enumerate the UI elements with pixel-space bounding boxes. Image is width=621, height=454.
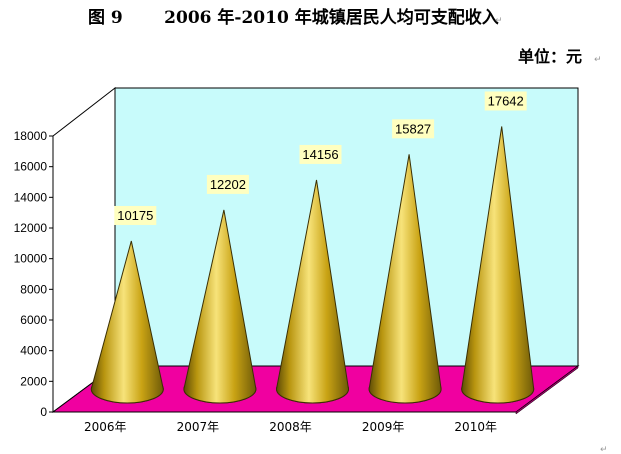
y-tick-label: 8000 bbox=[20, 282, 47, 296]
cone-body bbox=[90, 240, 164, 404]
cone-body bbox=[275, 179, 350, 404]
data-label-box bbox=[484, 91, 527, 111]
return-mark-unit: ↵ bbox=[594, 55, 602, 65]
chart-title: 图 9 2006 年-2010 年城镇居民人均可支配收入 bbox=[88, 7, 499, 28]
return-mark-bottom: ↵ bbox=[600, 445, 608, 454]
y-tick-label: 18000 bbox=[14, 129, 48, 143]
data-label: 15827 bbox=[395, 121, 431, 136]
cone-2007年: 12202 bbox=[183, 174, 257, 404]
data-label-box bbox=[206, 174, 249, 194]
cone-body bbox=[461, 126, 535, 404]
cone-2006年: 10175 bbox=[90, 205, 164, 404]
x-tick-label: 2007年 bbox=[177, 420, 220, 434]
cone-2009年: 15827 bbox=[368, 119, 442, 404]
y-tick-label: 10000 bbox=[14, 252, 48, 266]
x-tick-label: 2006年 bbox=[84, 420, 127, 434]
cone-2008年: 14156 bbox=[275, 144, 350, 404]
y-tick-label: 2000 bbox=[20, 374, 47, 388]
cone-body bbox=[368, 154, 442, 404]
x-tick-label: 2009年 bbox=[362, 420, 405, 434]
x-tick-label: 2010年 bbox=[454, 420, 497, 434]
data-label: 14156 bbox=[302, 147, 338, 162]
y-tick-label: 12000 bbox=[14, 221, 48, 235]
data-label: 10175 bbox=[117, 208, 153, 223]
unit-label: 单位：元 bbox=[518, 47, 582, 66]
floor-front-edge bbox=[515, 365, 579, 415]
x-axis: 2006年 2007年 2008年 2009年 2010年 bbox=[84, 420, 497, 434]
y-tick-label: 6000 bbox=[20, 313, 47, 327]
y-axis: 0 2000 4000 6000 8000 10000 12000 14000 16000 180… bbox=[14, 129, 54, 419]
y-tick-label: 0 bbox=[40, 405, 47, 419]
cone-body bbox=[183, 209, 257, 404]
data-label: 12202 bbox=[210, 177, 246, 192]
y-tick-label: 16000 bbox=[14, 160, 48, 174]
data-label-box bbox=[114, 205, 157, 225]
data-label-box bbox=[392, 119, 435, 139]
y-tick-label: 4000 bbox=[20, 344, 47, 358]
y-tick-label: 14000 bbox=[14, 190, 48, 204]
data-label-box bbox=[299, 144, 342, 164]
cone-series: 10175 12202 14156 15827 17642 bbox=[90, 91, 535, 404]
return-mark-title: ↵ bbox=[495, 16, 503, 26]
cone-2010年: 17642 bbox=[461, 91, 535, 404]
data-label: 17642 bbox=[488, 93, 524, 108]
x-tick-label: 2008年 bbox=[269, 420, 312, 434]
